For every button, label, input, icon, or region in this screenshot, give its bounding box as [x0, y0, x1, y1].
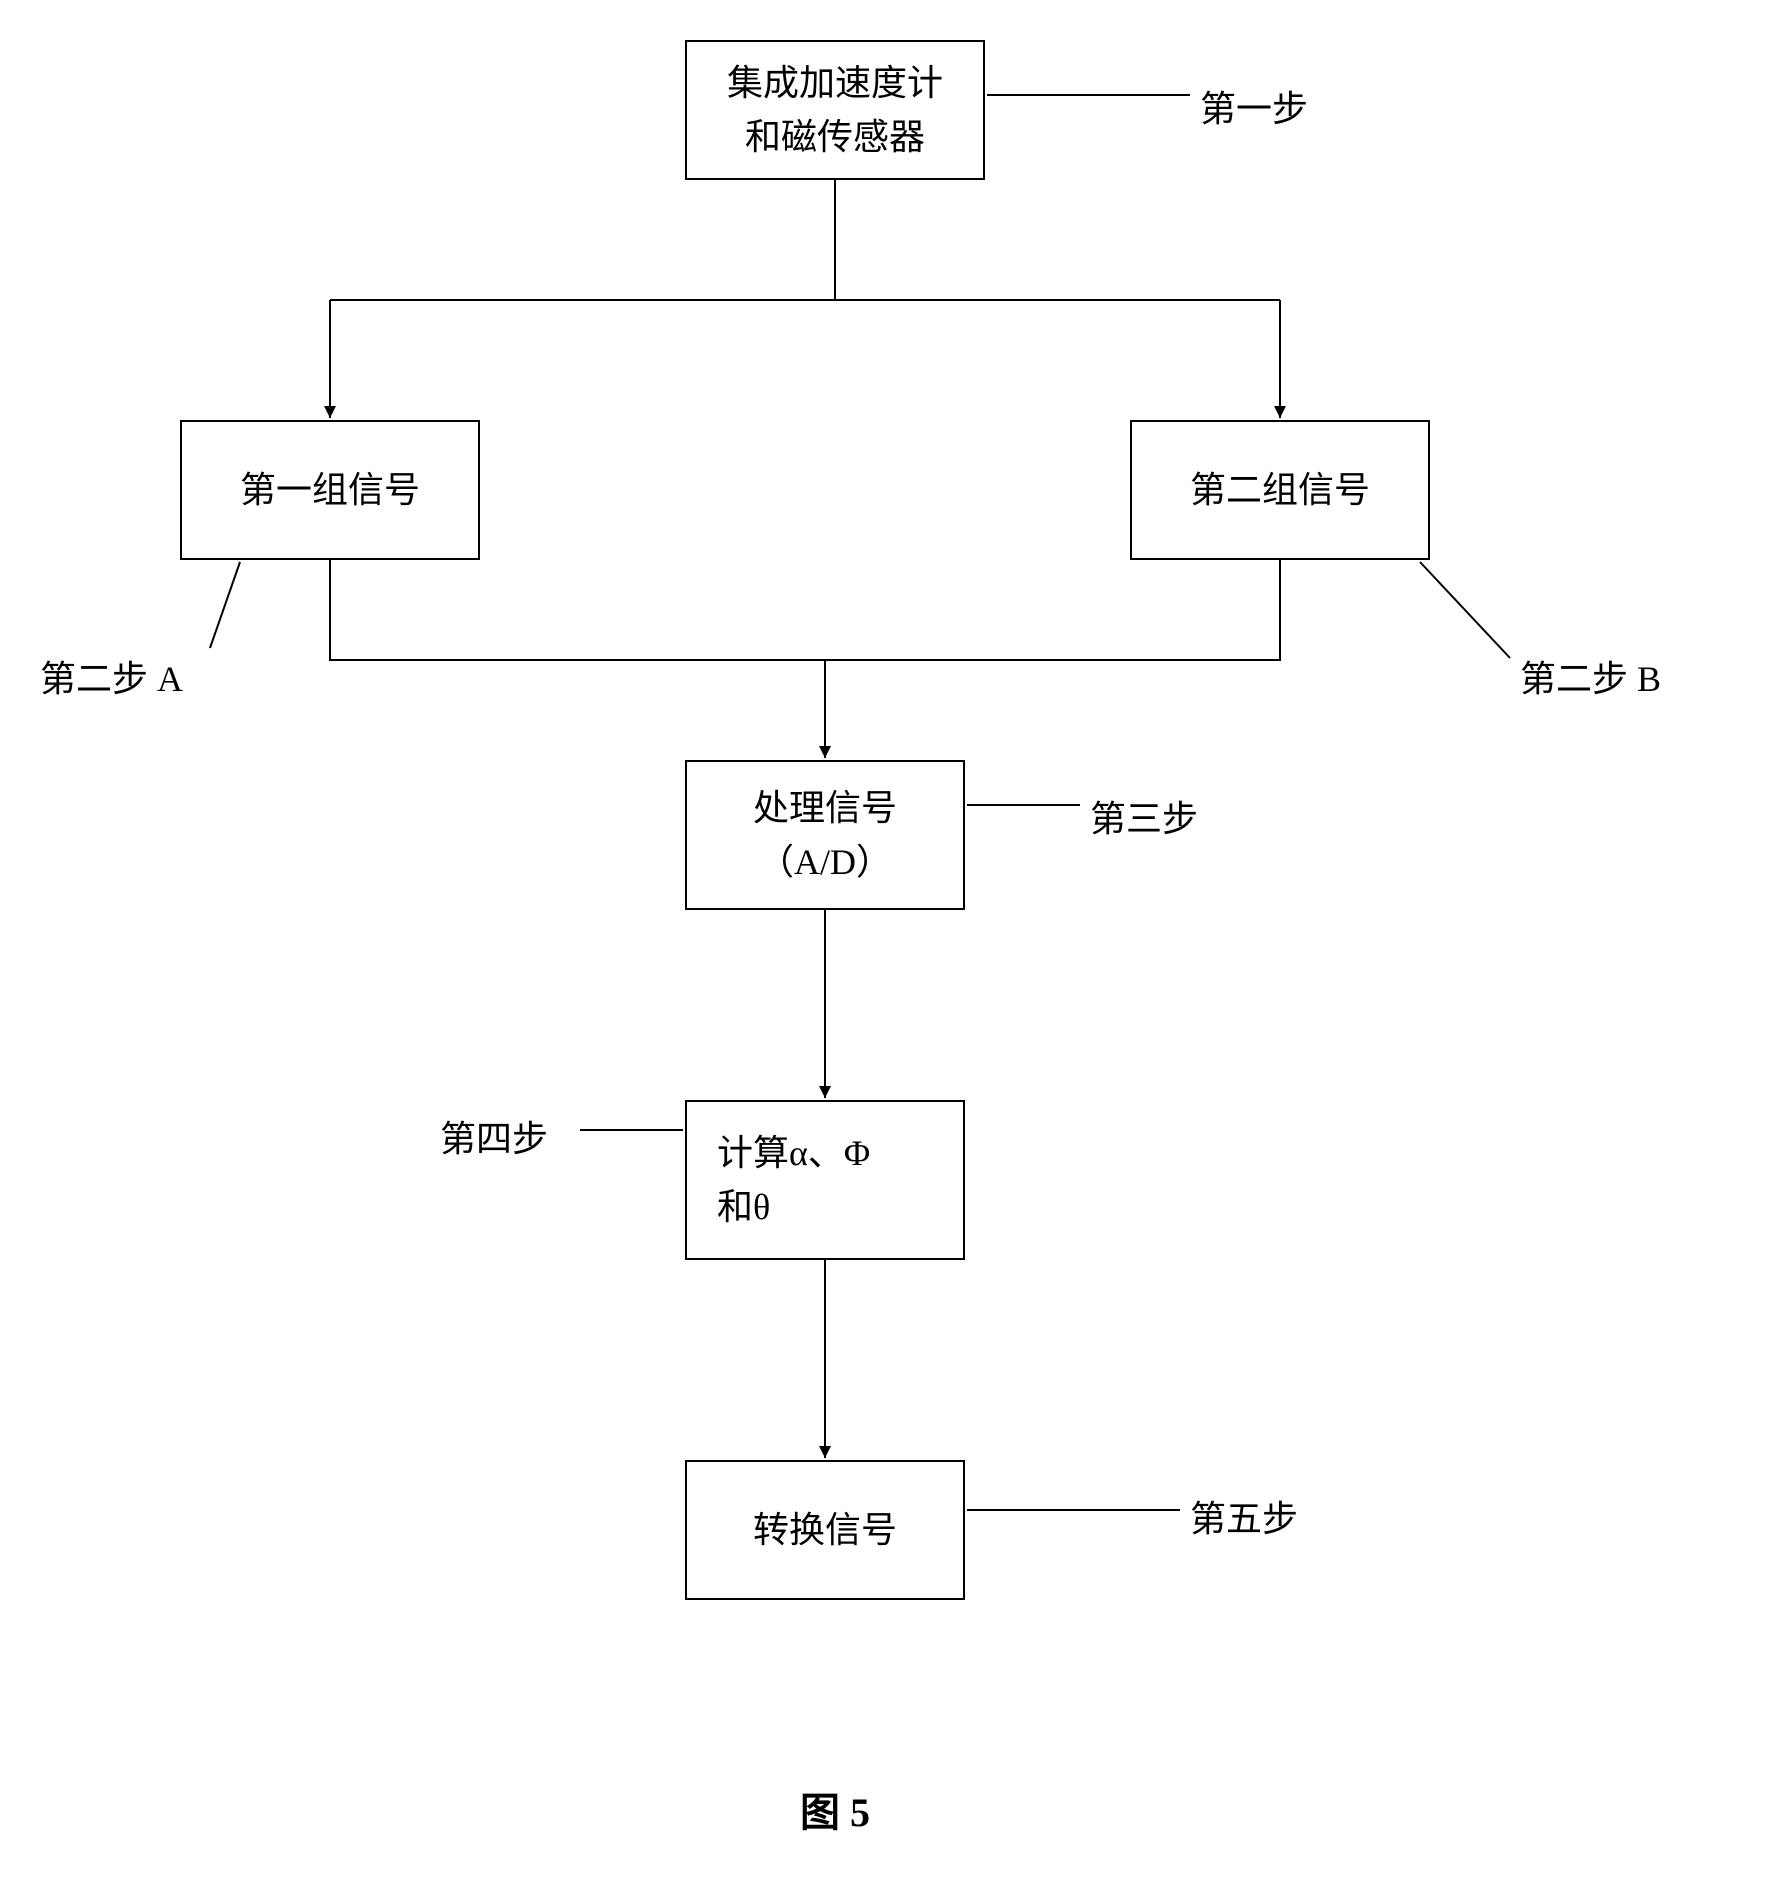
figure-caption: 图 5	[800, 1780, 870, 1838]
flow-box-text: 转换信号	[753, 1503, 897, 1557]
caption-text: 图 5	[800, 1790, 870, 1835]
label-text: 第四步	[440, 1119, 548, 1159]
step-label-1: 第一步	[1200, 80, 1308, 132]
step-label-2b: 第二步 B	[1520, 650, 1661, 702]
flow-box-text: 计算α、Φ和θ	[717, 1126, 870, 1234]
flow-box-text: 第二组信号	[1190, 463, 1370, 517]
flow-box-step1: 集成加速度计和磁传感器	[685, 40, 985, 180]
flow-box-step3: 处理信号（A/D）	[685, 760, 965, 910]
flow-box-step2b: 第二组信号	[1130, 420, 1430, 560]
label-text: 第二步 B	[1520, 659, 1661, 699]
step-label-5: 第五步	[1190, 1490, 1298, 1542]
flow-box-text: 处理信号（A/D）	[753, 781, 897, 889]
label-text: 第三步	[1090, 799, 1198, 839]
label-text: 第五步	[1190, 1499, 1298, 1539]
flow-box-step5: 转换信号	[685, 1460, 965, 1600]
flow-box-text: 集成加速度计和磁传感器	[727, 56, 943, 164]
flow-box-step4: 计算α、Φ和θ	[685, 1100, 965, 1260]
step-label-4: 第四步	[440, 1110, 548, 1162]
step-label-3: 第三步	[1090, 790, 1198, 842]
flow-box-text: 第一组信号	[240, 463, 420, 517]
label-text: 第二步 A	[40, 659, 183, 699]
label-text: 第一步	[1200, 89, 1308, 129]
step-label-2a: 第二步 A	[40, 650, 183, 702]
flow-box-step2a: 第一组信号	[180, 420, 480, 560]
